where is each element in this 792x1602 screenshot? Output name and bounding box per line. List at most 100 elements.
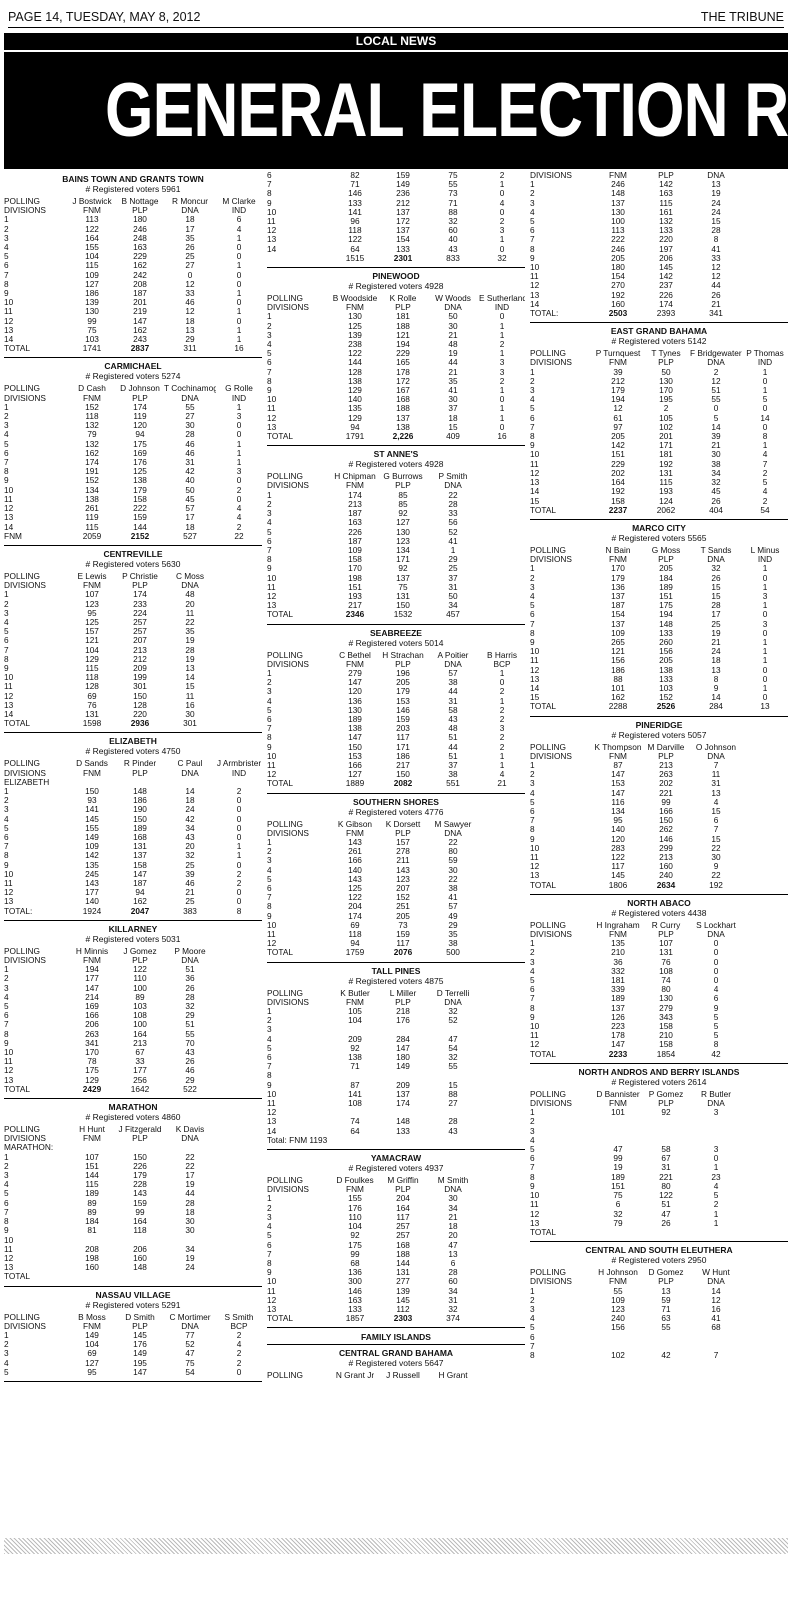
division-row-cell: 131 (396, 1268, 410, 1278)
total-row: Total: FNM 1193 (267, 1136, 525, 1145)
total-row: TOTAL 1791 2,226 409 16 (267, 432, 525, 441)
division-row-cell: 155 (348, 1194, 362, 1204)
division-row-cell: 40 (185, 476, 195, 486)
division-row-cell: 220 (133, 709, 147, 719)
division-row-cell: 89 (87, 1207, 97, 1217)
constituency-block: BAINS TOWN AND GRANTS TOWN # Registered v… (4, 171, 262, 359)
candidate-name: R Curry (651, 920, 681, 930)
division-row-cell: 123 (85, 599, 99, 609)
division-row-cell: 9 (267, 1268, 272, 1278)
division-row-cell: 164 (133, 1217, 147, 1227)
division-row-cell: 301 (133, 682, 147, 692)
division-row-cell: 15 (530, 496, 540, 506)
total-row: TOTAL (530, 1228, 788, 1237)
division-row-cell: 2 (713, 1200, 719, 1210)
division-row-cell: 150 (659, 816, 673, 826)
total-row-cell: 54 (760, 505, 770, 515)
party-name: FNM (609, 555, 627, 565)
total-row-cell: TOTAL (4, 719, 30, 729)
division-row-cell: 223 (611, 1022, 625, 1032)
division-row: 6 61 105 5 14 (530, 414, 788, 423)
division-row-cell: 145 (611, 871, 625, 881)
candidate-name: M Clarke (222, 197, 256, 206)
division-row-cell: 134 (396, 545, 410, 555)
division-row-cell: 133 (396, 1126, 410, 1136)
division-row-cell: 1 (4, 590, 9, 600)
division-row-cell: 7 (267, 893, 272, 903)
division-row-cell: 0 (713, 966, 719, 976)
division-row-cell: 12 (267, 413, 277, 423)
division-row-cell: 1 (713, 1163, 719, 1173)
division-row-cell: 34 (448, 1286, 458, 1296)
division-row: 9 133 212 71 4 (267, 199, 525, 208)
division-row-cell: 110 (133, 974, 147, 984)
division-row-cell: 13 (448, 1249, 458, 1259)
division-row: 2 104 176 52 (267, 1016, 525, 1025)
division-row-cell: 0 (236, 476, 242, 486)
constituency-block: MARATHON # Registered voters 4860 POLLING H… (4, 1099, 262, 1287)
division-row-cell: 121 (396, 330, 410, 340)
party-name: PLP (395, 481, 411, 491)
division-row: 6 175 168 47 (267, 1241, 525, 1250)
division-row-cell: 120 (133, 421, 147, 431)
party-name: FNM (83, 956, 101, 966)
division-row-cell: 0 (499, 422, 505, 432)
division-row-cell: 2 (236, 1330, 242, 1340)
division-row-cell: 150 (133, 691, 147, 701)
division-row-cell: 8 (4, 1217, 9, 1227)
division-row-cell: 156 (611, 1323, 625, 1333)
division-row-cell: 138 (85, 494, 99, 504)
division-row-cell (690, 1127, 742, 1136)
division-row: 3 132 120 30 0 (4, 421, 262, 430)
division-row-cell: 33 (448, 509, 458, 519)
division-row: 9 151 80 4 (530, 1182, 788, 1191)
party-header: DIVISIONS FNM PLP DNA BCP (4, 1322, 262, 1331)
division-row-cell: 2 (236, 522, 242, 532)
division-row-cell: 1 (499, 751, 505, 761)
division-row-cell: 181 (396, 312, 410, 322)
division-row-cell: 25 (185, 860, 195, 870)
total-row-cell: 2503 (608, 309, 628, 319)
division-row-cell: 149 (133, 1349, 147, 1359)
division-row-cell: 214 (85, 992, 99, 1002)
division-row-cell: 168 (133, 832, 147, 842)
division-row: 3 153 202 31 (530, 779, 788, 788)
division-row-cell: 21 (448, 1212, 458, 1222)
division-row-cell (690, 1117, 742, 1126)
division-row: 11 135 188 37 1 (267, 404, 525, 413)
division-row-cell: 22 (711, 843, 721, 853)
total-row-cell: 2288 (608, 702, 628, 712)
division-row-cell: 34 (185, 823, 195, 833)
total-row-cell: 2,226 (392, 432, 414, 442)
division-row-cell: 21 (448, 330, 458, 340)
division-row-cell: 104 (348, 1222, 362, 1232)
division-row-cell: 5 (267, 527, 272, 537)
results-column-3: DIVISIONS FNM PLP DNA 1 246 142 13 2 148 163 19 3 137… (530, 171, 788, 1531)
division-row-cell: 209 (396, 1080, 410, 1090)
division-row-cell: 229 (396, 349, 410, 359)
division-row: 8 158 171 29 (267, 555, 525, 564)
candidate-name: R Butler (701, 1089, 731, 1099)
division-row-cell: 148 (611, 189, 625, 199)
candidates-header: POLLING K Gibson K Dorsett M Sawyer (267, 820, 525, 829)
party-name: IND (757, 358, 773, 368)
division-row-cell: 0 (499, 678, 505, 688)
division-row-cell: 24 (711, 207, 721, 217)
division-row: 3 179 170 51 1 (530, 386, 788, 395)
registered-voters: # Registered voters 5274 (85, 371, 181, 382)
polling-label: POLLING (4, 571, 40, 581)
division-row-cell: 181 (659, 450, 673, 460)
division-row: 9 142 171 21 1 (530, 441, 788, 450)
division-row: 9 81 118 30 (4, 1226, 262, 1235)
division-row-cell (116, 1236, 164, 1245)
division-row: 6 154 194 17 0 (530, 610, 788, 619)
division-row-cell: 2 (267, 678, 272, 688)
division-row-cell: 12 (185, 279, 195, 289)
division-row: 2 213 85 28 (267, 500, 525, 509)
division-row-cell: 130 (85, 307, 99, 317)
division-row-cell: 12 (267, 1108, 277, 1118)
division-row-cell: 279 (659, 1003, 673, 1013)
division-row-cell: 205 (659, 564, 673, 574)
divisions-label: DIVISIONS (4, 206, 46, 216)
division-row-cell: 9 (4, 289, 9, 299)
